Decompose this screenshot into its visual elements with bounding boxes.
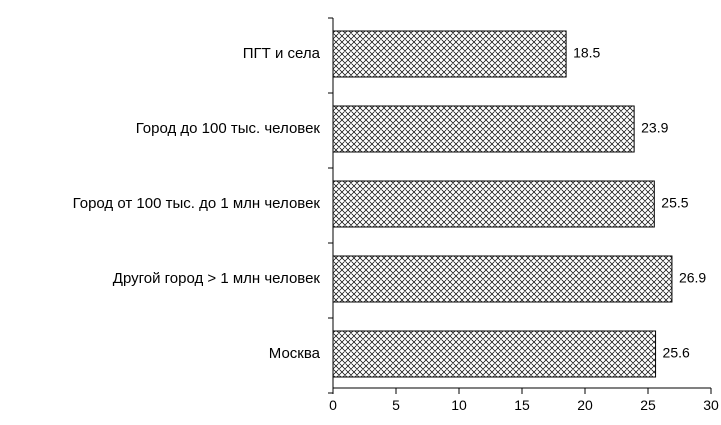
x-tick-label-0: 0 [329,397,337,413]
axes: 0 5 10 15 20 25 30 [328,17,719,413]
bar-3 [332,180,655,228]
x-tick-label-5: 5 [392,397,400,413]
category-label-5: Москва [269,345,321,362]
x-tick-label-25: 25 [640,397,656,413]
x-tick-label-30: 30 [703,397,719,413]
bars-layer [332,30,673,378]
x-tick-label-20: 20 [577,397,593,413]
category-label-1: ПГТ и села [243,45,321,62]
category-label-2: Город до 100 тыс. человек [136,120,321,137]
category-label-4: Другой город > 1 млн человек [113,270,321,287]
category-label-3: Город от 100 тыс. до 1 млн человек [73,195,321,212]
value-labels: 18.5 23.9 25.5 26.9 25.6 [573,45,706,361]
category-labels: ПГТ и села Город до 100 тыс. человек Город… [73,45,321,362]
bar-2 [332,105,635,153]
x-tick-label-10: 10 [451,397,467,413]
value-label-1: 18.5 [573,45,600,61]
value-label-4: 26.9 [679,270,706,286]
bar-4 [332,255,673,303]
bar-5 [332,330,657,378]
value-label-3: 25.5 [661,195,688,211]
bar-1 [332,30,567,78]
value-label-5: 25.6 [663,345,690,361]
x-tick-label-15: 15 [514,397,530,413]
value-label-2: 23.9 [641,120,668,136]
